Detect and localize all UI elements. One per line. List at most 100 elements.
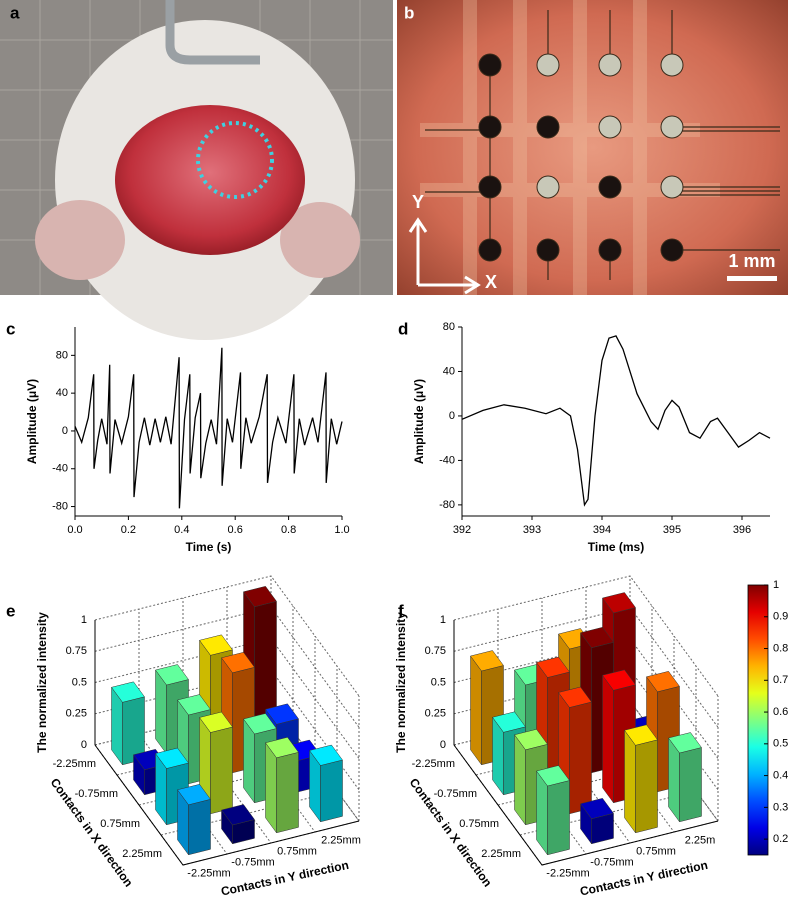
electrode <box>536 115 560 139</box>
bar-face <box>602 669 636 691</box>
bar <box>536 765 570 856</box>
bar-face <box>199 634 233 656</box>
bar-face <box>243 713 277 735</box>
bar-face <box>580 798 614 820</box>
bar-face <box>602 674 614 804</box>
bar-face <box>602 592 636 614</box>
electrode <box>598 175 622 199</box>
bar-face <box>470 655 482 766</box>
photo-a: a <box>0 0 393 340</box>
bar-face <box>221 804 255 826</box>
bar-face <box>155 664 189 686</box>
electrode <box>478 175 502 199</box>
y-tick-label: -40 <box>52 463 68 475</box>
panel-label: b <box>404 3 414 22</box>
bar-face <box>265 742 277 834</box>
x-tick-label: 0.75mm <box>100 818 140 830</box>
x-tick-label: 1.0 <box>334 524 349 536</box>
bar-face <box>679 747 702 823</box>
bar-face <box>210 726 233 815</box>
bar-face <box>668 732 702 754</box>
electrode <box>478 53 502 77</box>
y-tick-label: 2.25m <box>685 834 716 846</box>
colorbar-tick-label: 0.9 <box>773 611 788 623</box>
x-axis-label: Time (s) <box>186 540 232 554</box>
z-tick-label: 0.25 <box>425 708 446 720</box>
axis-arrow-label: X <box>485 272 497 292</box>
bar-face <box>470 650 504 672</box>
z-tick-label: 1 <box>440 614 446 626</box>
x-tick-label: 0.75mm <box>459 818 499 830</box>
bar-face <box>635 739 658 834</box>
y-tick-label: -2.25mm <box>187 867 230 879</box>
electrode <box>536 175 560 199</box>
bar-face <box>558 686 592 708</box>
x-tick-label: 0.2 <box>121 524 136 536</box>
bar-face <box>265 737 299 759</box>
z-tick-label: 1 <box>81 614 87 626</box>
bar-face <box>177 694 211 716</box>
y-tick-label: 0 <box>449 410 455 422</box>
x-tick-label: -0.75mm <box>75 788 118 800</box>
y-tick-label: -80 <box>52 500 68 512</box>
panel-label: e <box>6 601 15 620</box>
electrode <box>660 238 684 262</box>
x-tick-label: -0.75mm <box>434 788 477 800</box>
x-tick-label: 396 <box>733 524 751 536</box>
x-tick-label: 393 <box>523 524 541 536</box>
colorbar-tick-label: 0.5 <box>773 738 788 750</box>
x-tick-label: 392 <box>453 524 471 536</box>
panel-label: c <box>6 319 15 338</box>
z-tick-label: 0.5 <box>431 676 446 688</box>
bar <box>221 804 255 845</box>
x-tick-label: 0.4 <box>174 524 189 536</box>
y-tick-label: 0.75mm <box>277 845 317 857</box>
z-tick-label: 0 <box>81 739 87 751</box>
bar-face <box>569 701 592 815</box>
colorbar-tick-label: 0.4 <box>773 769 788 781</box>
electrode <box>536 238 560 262</box>
y-tick-label: -0.75mm <box>231 856 274 868</box>
electrode <box>660 115 684 139</box>
panel-label: a <box>10 3 20 22</box>
colorbar-tick-label: 0.8 <box>773 642 788 654</box>
bar-face <box>276 751 299 834</box>
colorbar-tick-label: 0.6 <box>773 706 788 718</box>
bar-face <box>199 711 233 733</box>
bar <box>111 681 145 766</box>
bar-face <box>514 729 548 751</box>
bar <box>668 732 702 823</box>
bar-face <box>536 765 570 787</box>
bar-face <box>309 744 343 766</box>
y-tick-label: 2.25mm <box>321 834 361 846</box>
bar-face <box>177 784 211 806</box>
bar-face <box>514 734 526 826</box>
grid-line <box>453 575 719 697</box>
x-tick-label: 0.0 <box>67 524 82 536</box>
bar-face <box>265 703 299 725</box>
y-axis-label: Amplitude (μV) <box>25 379 39 464</box>
x-tick-label: -2.25mm <box>53 758 96 770</box>
z-tick-label: 0 <box>440 739 446 751</box>
bar-face <box>536 656 570 678</box>
floor-edge <box>453 744 719 866</box>
bar-face <box>624 729 636 834</box>
axis-arrow-label: Y <box>412 192 424 212</box>
bar <box>177 784 211 856</box>
y-tick-label: -2.25mm <box>546 867 589 879</box>
bar <box>580 798 614 845</box>
y-tick-label: -0.75mm <box>590 856 633 868</box>
x-tick-label: 2.25mm <box>122 848 162 860</box>
bar-face <box>243 586 277 608</box>
line-series <box>74 347 343 509</box>
z-tick-label: 0.75 <box>425 645 446 657</box>
x-tick-label: 395 <box>663 524 681 536</box>
x-tick-label: -2.25mm <box>412 758 455 770</box>
colorbar-tick-label: 0.3 <box>773 801 788 813</box>
y-tick-label: -40 <box>439 454 455 466</box>
bar-face <box>547 780 570 856</box>
z-tick-label: 0.25 <box>66 708 87 720</box>
z-tick-label: 0.75 <box>66 645 87 657</box>
colorbar <box>747 584 769 856</box>
panel-label: d <box>398 319 408 338</box>
